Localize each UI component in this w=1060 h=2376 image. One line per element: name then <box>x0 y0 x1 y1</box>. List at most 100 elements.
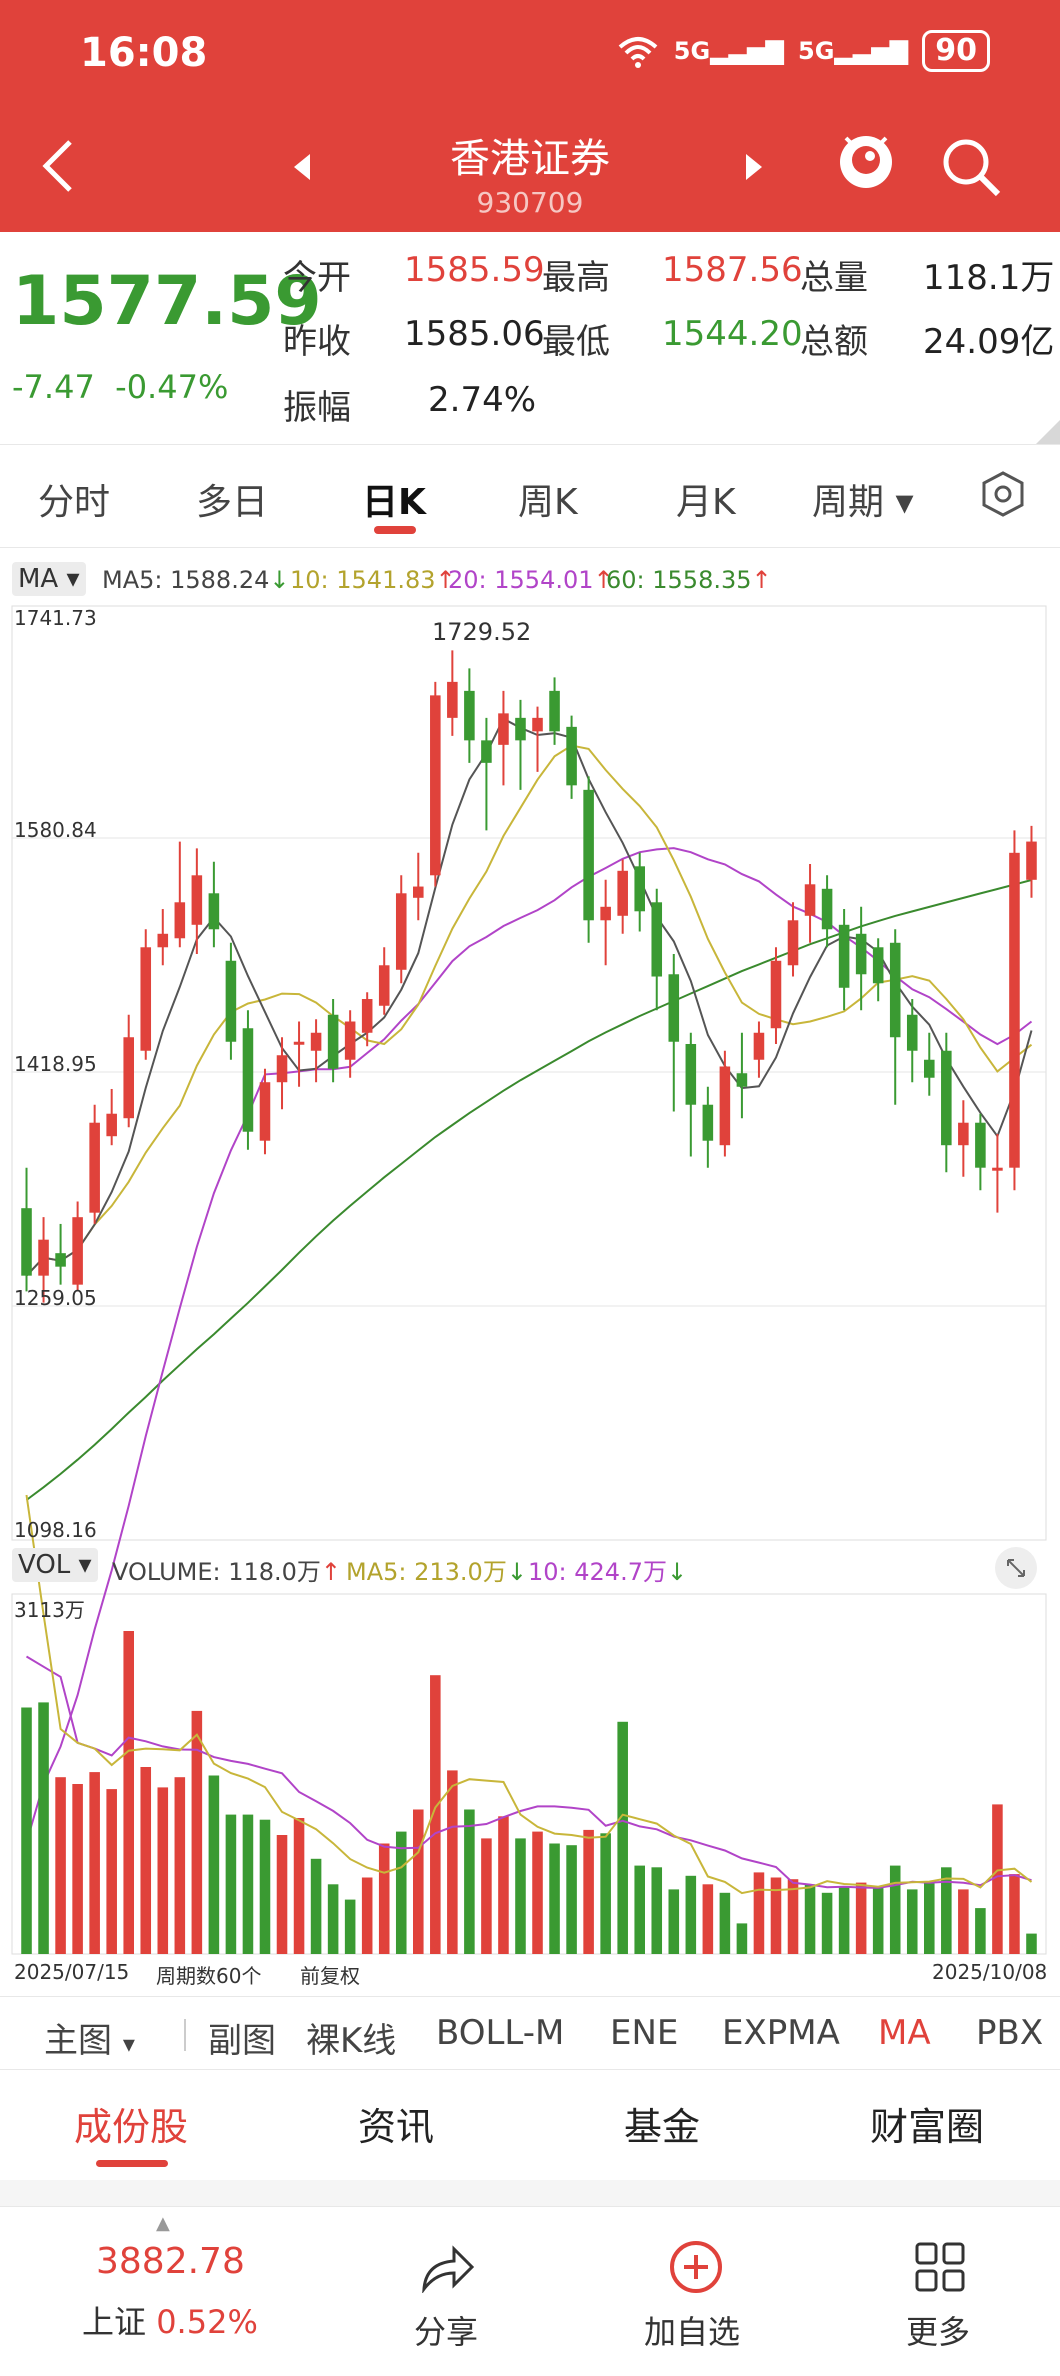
next-stock-icon[interactable] <box>744 152 764 182</box>
volume-bar <box>191 1710 203 1954</box>
naked-k-button[interactable]: 裸K线 <box>306 2021 397 2061</box>
candle-body <box>157 933 169 948</box>
volume-bar <box>736 1923 748 1954</box>
low-value: 1544.20 <box>662 314 803 354</box>
candle-body <box>242 1028 254 1132</box>
ma60-line <box>25 879 1032 1501</box>
ma10-line <box>25 744 1033 1277</box>
volume-bar <box>924 1882 935 1954</box>
vol-ma10-legend: 10: 424.7万↓ <box>528 1558 688 1586</box>
volume-bar <box>72 1784 83 1954</box>
prev-close-label: 昨收 <box>283 322 351 362</box>
expma-button[interactable]: EXPMA <box>722 2013 840 2053</box>
boll-m-button[interactable]: BOLL-M <box>436 2013 565 2053</box>
volume-bar <box>872 1887 884 1954</box>
vol-selector[interactable]: VOL ▾ <box>12 1548 98 1582</box>
adjust-mode: 前复权 <box>300 1964 360 1988</box>
volume-bar <box>140 1767 152 1954</box>
search-icon[interactable] <box>940 136 1002 198</box>
main-chart-selector[interactable]: 主图 ▾ <box>44 2021 135 2061</box>
candle-body <box>821 888 833 930</box>
candle-body <box>719 1066 731 1146</box>
candle-body <box>344 1021 356 1060</box>
candle-body <box>736 1073 748 1087</box>
add-favorite-icon[interactable] <box>668 2239 724 2295</box>
expand-icon[interactable] <box>994 1546 1038 1590</box>
volume-bar <box>583 1829 594 1954</box>
candle-body <box>958 1122 969 1146</box>
index-value[interactable]: 3882.78 <box>96 2241 245 2282</box>
candle-body <box>975 1122 986 1168</box>
candle-body <box>770 960 782 1029</box>
vol-axis-top: 3113万 <box>14 1598 85 1622</box>
candle-body <box>276 1055 288 1083</box>
volume-bar <box>855 1882 867 1954</box>
candle-body <box>889 942 901 1038</box>
settings-hexagon-icon[interactable] <box>978 469 1028 519</box>
volume-bar <box>430 1675 441 1954</box>
candle-body <box>395 893 407 970</box>
volume-bar <box>787 1879 799 1954</box>
candle-body <box>838 924 850 988</box>
section-news[interactable]: 资讯 <box>358 2105 435 2149</box>
tab-daily-k[interactable]: 日K <box>362 482 426 523</box>
mascot-icon[interactable] <box>836 128 896 196</box>
section-funds[interactable]: 基金 <box>624 2105 701 2149</box>
volume-bar <box>770 1877 782 1954</box>
volume-value: 118.1万 <box>923 258 1055 298</box>
tab-intraday[interactable]: 分时 <box>38 482 111 523</box>
candle-body <box>634 866 645 912</box>
volume-bar <box>753 1872 765 1954</box>
tab-monthly-k[interactable]: 月K <box>676 482 736 523</box>
volume-bar <box>293 1818 305 1954</box>
volume-bar <box>123 1631 134 1954</box>
divider <box>0 2180 1060 2206</box>
volume-bar <box>992 1804 1003 1954</box>
prev-close-value: 1585.06 <box>404 314 545 354</box>
volume-bar <box>276 1835 288 1954</box>
ma-button[interactable]: MA <box>878 2013 931 2053</box>
candle-body <box>293 1041 305 1045</box>
pbx-button[interactable]: PBX <box>976 2013 1044 2053</box>
period-tabs: 分时 多日 日K 周K 月K 周期 ▾ <box>0 444 1060 548</box>
volume-bar <box>958 1889 969 1954</box>
volume-bar <box>378 1843 390 1954</box>
last-price: 1577.59 <box>12 262 322 341</box>
ene-button[interactable]: ENE <box>610 2013 679 2053</box>
price-axis-low2: 1259.05 <box>14 1286 97 1310</box>
tab-multi-day[interactable]: 多日 <box>196 482 269 523</box>
tab-weekly-k[interactable]: 周K <box>518 482 578 523</box>
candle-body <box>378 965 390 1006</box>
more-grid-icon[interactable] <box>914 2241 966 2293</box>
section-constituents[interactable]: 成份股 <box>74 2105 189 2149</box>
volume-bar <box>174 1777 186 1954</box>
volume-bar <box>481 1838 492 1954</box>
share-label[interactable]: 分享 <box>414 2313 479 2351</box>
volume-legend: VOLUME: 118.0万↑ <box>112 1558 342 1586</box>
add-favorite-label[interactable]: 加自选 <box>644 2313 741 2351</box>
section-wealth-circle[interactable]: 财富圈 <box>870 2105 985 2149</box>
sub-chart-button[interactable]: 副图 <box>208 2021 276 2061</box>
volume-bar <box>55 1777 66 1954</box>
candle-body <box>753 1032 765 1060</box>
share-icon[interactable] <box>418 2243 476 2293</box>
candle-body <box>804 884 816 916</box>
volume-bar <box>702 1884 714 1954</box>
candle-body <box>600 906 611 921</box>
volume-bar <box>549 1843 560 1954</box>
candle-body <box>549 690 560 732</box>
price-panel-frame <box>11 605 1047 1541</box>
volume-bar <box>259 1819 271 1954</box>
ma-selector[interactable]: MA ▾ <box>12 562 86 596</box>
high-label: 最高 <box>542 258 610 298</box>
app-header: 16:08 5G▂▃▅▇ 5G▂▃▅▇ 90 香港证券 930709 <box>0 0 1060 232</box>
candle-body <box>191 875 203 925</box>
prev-stock-icon[interactable] <box>292 152 312 182</box>
back-arrow-icon[interactable] <box>38 136 78 196</box>
kline-chart[interactable] <box>0 0 1060 1990</box>
index-summary[interactable]: 上证 0.52% <box>82 2303 258 2341</box>
volume-bar <box>651 1867 663 1954</box>
tab-period[interactable]: 周期 ▾ <box>812 482 914 523</box>
volume-bar <box>89 1772 100 1954</box>
more-label[interactable]: 更多 <box>906 2313 971 2351</box>
